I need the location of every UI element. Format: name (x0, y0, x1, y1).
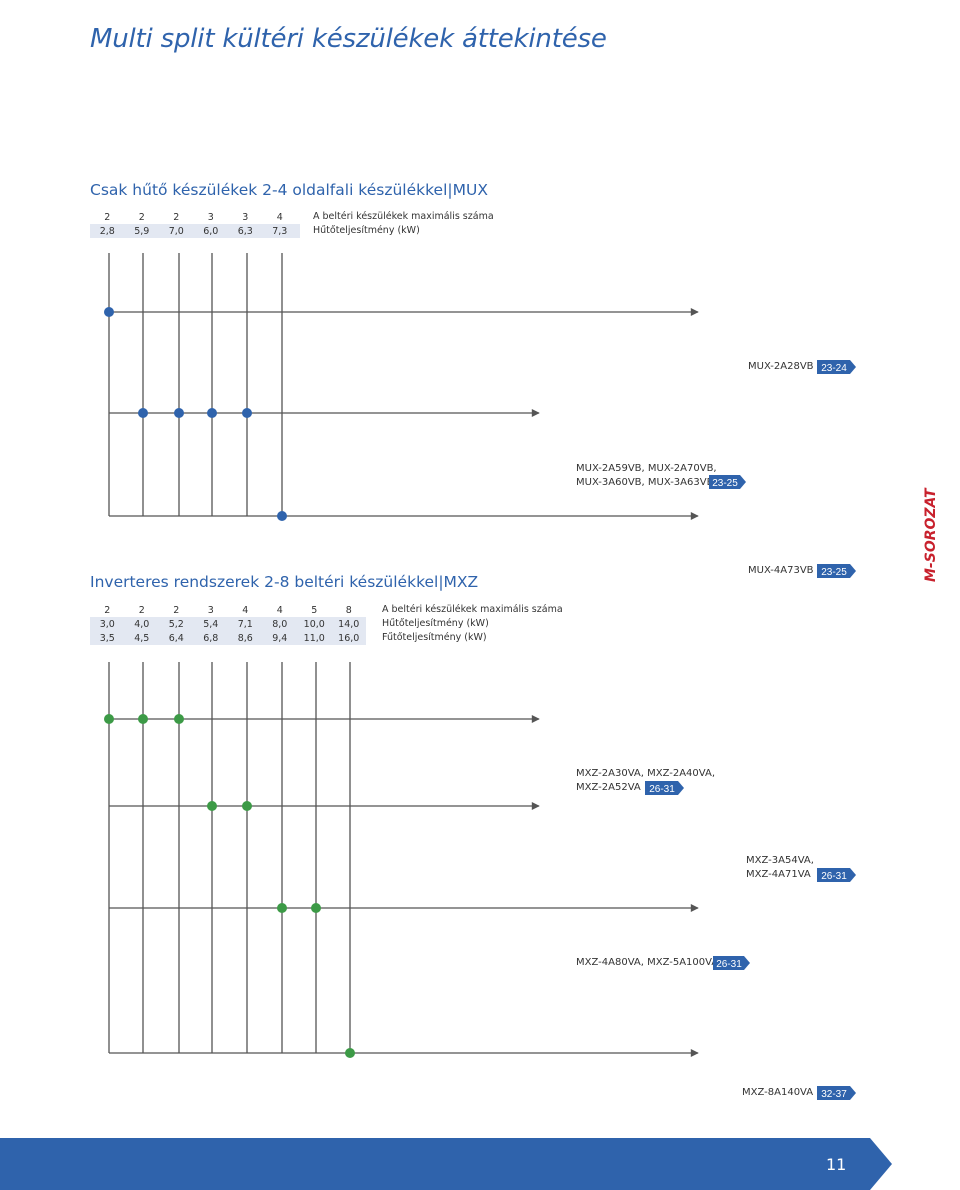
mux-dot (138, 408, 148, 418)
table-cell: 4,0 (134, 618, 150, 630)
mxz-dot (311, 903, 321, 913)
svg-text:23-25: 23-25 (712, 478, 738, 489)
table-cell: 7,1 (237, 618, 253, 630)
svg-text:23-24: 23-24 (821, 363, 847, 374)
mxz-section-title: Inverteres rendszerek 2-8 beltéri készül… (90, 573, 479, 591)
table-cell: 7,3 (272, 225, 288, 237)
mxz-dot (174, 714, 184, 724)
mxz-dot (104, 714, 114, 724)
mux-model-1: MUX-2A28VB (748, 361, 814, 372)
footer-bar (0, 1138, 892, 1190)
table-cell: 5 (311, 604, 318, 616)
mxz-model-2-line-2: MXZ-4A71VA (746, 869, 811, 880)
table-cell: 3,5 (99, 632, 115, 644)
page-ref-badge[interactable]: 26-31 (645, 781, 684, 795)
mux-spec-table: 2 2 2 3 3 4 2,8 5,9 7,0 6,0 6,3 7,3 (90, 210, 300, 238)
table-cell: 2 (138, 604, 145, 616)
table-row: 3,5 4,5 6,4 6,8 8,6 9,4 11,0 16,0 (90, 631, 366, 645)
mux-dot (104, 307, 114, 317)
table-row: 2 2 2 3 4 4 5 8 (90, 603, 366, 617)
svg-text:26-31: 26-31 (649, 784, 675, 795)
table-cell: 2 (173, 211, 180, 223)
table-cell: 8 (345, 604, 352, 616)
mux-dot (174, 408, 184, 418)
page-ref-badge[interactable]: 26-31 (713, 956, 750, 970)
table-cell: 5,9 (134, 225, 150, 237)
mux-dot (242, 408, 252, 418)
mxz-model-1-line-2: MXZ-2A52VA (576, 782, 641, 793)
table-cell: 4 (242, 604, 249, 616)
series-label-text: M-SOROZAT (923, 488, 939, 582)
table-cell: 3 (207, 604, 214, 616)
table-cell: 4 (276, 604, 283, 616)
table-cell: 7,0 (168, 225, 184, 237)
mxz-dot (242, 801, 252, 811)
mxz-dot (277, 903, 287, 913)
svg-text:23-25: 23-25 (821, 567, 847, 578)
mux-model-3: MUX-4A73VB (748, 565, 814, 576)
mxz-row-label-cooling: Hűtőteljesítmény (kW) (382, 618, 489, 629)
table-cell: 5,2 (168, 618, 184, 630)
table-cell: 11,0 (303, 632, 325, 644)
table-cell: 2 (104, 211, 111, 223)
table-cell: 8,0 (272, 618, 288, 630)
mxz-dot (207, 801, 217, 811)
table-cell: 5,4 (203, 618, 219, 630)
mxz-model-3: MXZ-4A80VA, MXZ-5A100VA (576, 957, 719, 968)
svg-text:32-37: 32-37 (821, 1089, 847, 1100)
table-cell: 6,4 (168, 632, 184, 644)
svg-text:26-31: 26-31 (716, 959, 742, 970)
mux-row-label-cooling: Hűtőteljesítmény (kW) (313, 225, 420, 236)
table-cell: 3 (242, 211, 249, 223)
table-row: 2,8 5,9 7,0 6,0 6,3 7,3 (90, 224, 300, 238)
page-ref-badge[interactable]: 32-37 (817, 1086, 856, 1100)
table-cell: 6,0 (203, 225, 219, 237)
table-cell: 8,6 (237, 632, 253, 644)
mxz-model-2-line-1: MXZ-3A54VA, (746, 855, 814, 866)
table-cell: 6,3 (237, 225, 253, 237)
mxz-row-label-heating: Fűtőteljesítmény (kW) (382, 632, 487, 643)
page-title: Multi split kültéri készülékek áttekinté… (90, 24, 607, 54)
mxz-dot (138, 714, 148, 724)
mux-section-title: Csak hűtő készülékek 2-4 oldalfali készü… (90, 181, 488, 199)
table-cell: 4,5 (134, 632, 150, 644)
table-row: 3,0 4,0 5,2 5,4 7,1 8,0 10,0 14,0 (90, 617, 366, 631)
page-ref-badge[interactable]: 23-25 (709, 475, 746, 489)
mux-dot (207, 408, 217, 418)
series-side-label: M-SOROZAT (910, 480, 960, 590)
page-ref-badge[interactable]: 23-24 (817, 360, 856, 374)
table-cell: 2 (173, 604, 180, 616)
table-cell: 4 (276, 211, 283, 223)
table-row: 2 2 2 3 3 4 (90, 210, 300, 224)
table-cell: 9,4 (272, 632, 288, 644)
table-cell: 10,0 (303, 618, 325, 630)
mux-dot (277, 511, 287, 521)
mxz-model-4: MXZ-8A140VA (742, 1087, 814, 1098)
table-cell: 3 (207, 211, 214, 223)
mxz-row-label-units: A beltéri készülékek maximális száma (382, 604, 563, 615)
page-number: 11 (826, 1155, 847, 1174)
table-cell: 14,0 (338, 618, 360, 630)
mxz-model-1-line-1: MXZ-2A30VA, MXZ-2A40VA, (576, 768, 715, 779)
mux-model-2-line-2: MUX-3A60VB, MUX-3A63VB (576, 477, 714, 488)
table-cell: 3,0 (99, 618, 115, 630)
table-cell: 6,8 (203, 632, 219, 644)
mxz-spec-table: 2 2 2 3 4 4 5 8 3,0 4,0 5,2 5,4 7,1 8,0 … (90, 603, 366, 645)
mux-model-2-line-1: MUX-2A59VB, MUX-2A70VB, (576, 463, 717, 474)
page-ref-badge[interactable]: 26-31 (817, 868, 856, 882)
table-cell: 16,0 (338, 632, 360, 644)
mxz-dot (345, 1048, 355, 1058)
table-cell: 2,8 (99, 225, 115, 237)
page-ref-badge[interactable]: 23-25 (817, 564, 856, 578)
svg-text:26-31: 26-31 (821, 871, 847, 882)
mux-row-label-units: A beltéri készülékek maximális száma (313, 211, 494, 222)
table-cell: 2 (138, 211, 145, 223)
table-cell: 2 (104, 604, 111, 616)
